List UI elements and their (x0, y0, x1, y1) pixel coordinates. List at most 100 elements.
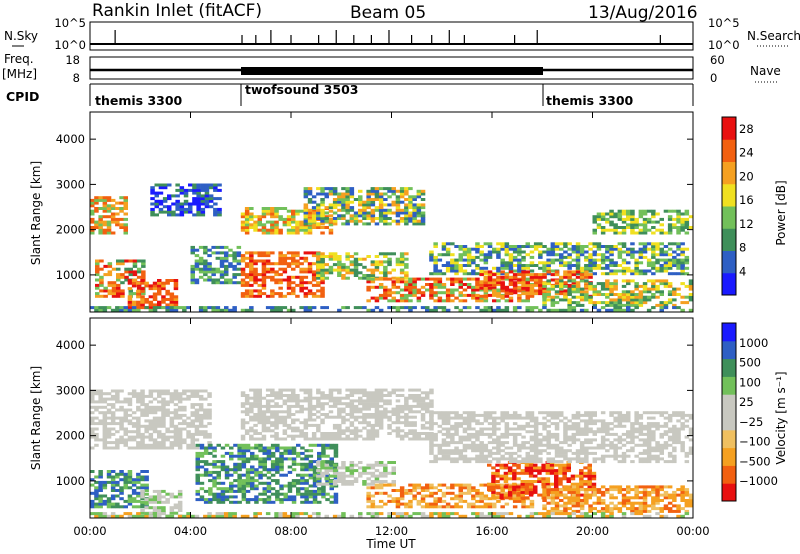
heatmap-cell (244, 399, 250, 403)
heatmap-cell (567, 242, 572, 246)
heatmap-cell (341, 217, 346, 220)
heatmap-cell (300, 468, 305, 472)
heatmap-cell (475, 422, 480, 426)
heatmap-cell (546, 294, 551, 298)
heatmap-cell (177, 509, 183, 512)
heatmap-cell (667, 290, 673, 294)
heatmap-cell (158, 191, 164, 195)
colorbar-swatch (722, 272, 736, 296)
heatmap-cell (320, 252, 325, 256)
heatmap-cell (345, 211, 350, 215)
heatmap-cell (198, 262, 204, 266)
heatmap-cell (131, 435, 137, 439)
heatmap-cell (416, 214, 422, 218)
heatmap-cell (483, 286, 489, 290)
heatmap-cell (391, 276, 396, 280)
heatmap-cell (190, 264, 195, 268)
heatmap-cell (651, 250, 656, 254)
heatmap-cell (404, 257, 409, 261)
heatmap-cell (270, 212, 275, 216)
heatmap-cell (458, 293, 463, 297)
heatmap-cell (362, 415, 367, 419)
heatmap-cell (304, 481, 309, 485)
heatmap-cell (244, 209, 250, 213)
heatmap-cell (492, 266, 497, 270)
heatmap-cell (128, 270, 133, 274)
heatmap-cell (148, 303, 154, 307)
heatmap-cell (571, 250, 577, 254)
heatmap-cell (291, 388, 296, 392)
heatmap-cell (404, 421, 409, 425)
heatmap-cell (279, 484, 284, 488)
heatmap-cell (378, 394, 384, 397)
heatmap-cell (512, 255, 518, 259)
heatmap-cell (592, 287, 597, 291)
heatmap-cell (596, 223, 602, 227)
heatmap-cell (676, 272, 681, 276)
heatmap-cell (307, 264, 313, 268)
heatmap-cell (626, 266, 631, 270)
heatmap-cell (441, 283, 447, 286)
heatmap-cell (320, 434, 325, 438)
heatmap-cell (131, 416, 137, 420)
heatmap-cell (328, 396, 334, 400)
heatmap-cell (458, 491, 463, 495)
heatmap-cell (236, 259, 242, 263)
heatmap-cell (479, 308, 484, 312)
heatmap-cell (575, 290, 581, 294)
heatmap-cell (127, 303, 133, 307)
heatmap-cell (250, 484, 255, 488)
heatmap-cell (152, 489, 158, 493)
heatmap-cell (420, 415, 426, 419)
heatmap-cell (165, 411, 170, 415)
heatmap-cell (609, 301, 614, 305)
heatmap-cell (90, 422, 95, 426)
heatmap-cell (538, 266, 543, 270)
heatmap-cell (445, 264, 451, 267)
heatmap-cell (303, 256, 309, 260)
heatmap-cell (437, 299, 443, 303)
heatmap-cell (111, 292, 117, 296)
heatmap-cell (404, 415, 409, 419)
heatmap-cell (404, 198, 409, 201)
heatmap-cell (546, 287, 551, 291)
heatmap-cell (395, 206, 401, 210)
heatmap-cell (240, 391, 246, 395)
heatmap-cell (558, 469, 563, 473)
heatmap-cell (416, 410, 422, 414)
heatmap-cell (395, 410, 401, 414)
heatmap-cell (140, 306, 145, 310)
heatmap-cell (549, 463, 555, 467)
heatmap-cell (240, 281, 246, 285)
heatmap-cell (559, 242, 564, 246)
heatmap-cell (374, 486, 380, 490)
heatmap-cell (199, 495, 205, 499)
heatmap-cell (295, 226, 300, 229)
heatmap-cell (169, 511, 175, 515)
heatmap-cell (278, 308, 283, 312)
heatmap-cell (366, 402, 371, 406)
heatmap-cell (219, 264, 225, 268)
heatmap-cell (278, 404, 283, 408)
heatmap-cell (161, 424, 166, 428)
heatmap-cell (554, 301, 560, 305)
heatmap-cell (542, 306, 547, 310)
heatmap-cell (207, 270, 212, 274)
heatmap-cell (140, 495, 145, 499)
heatmap-cell (550, 261, 556, 265)
heatmap-cell (115, 475, 120, 479)
heatmap-cell (445, 419, 451, 423)
heatmap-cell (220, 487, 226, 491)
heatmap-cell (529, 264, 535, 267)
heatmap-cell (337, 208, 342, 212)
heatmap-cell (249, 404, 254, 408)
heatmap-cell (208, 492, 213, 496)
heatmap-cell (399, 491, 405, 495)
heatmap-cell (420, 404, 426, 408)
heatmap-cell (416, 502, 422, 506)
heatmap-cell (651, 284, 656, 288)
heatmap-cell (433, 242, 438, 246)
heatmap-cell (349, 410, 355, 414)
heatmap-cell (450, 411, 455, 415)
heatmap-cell (366, 396, 371, 400)
